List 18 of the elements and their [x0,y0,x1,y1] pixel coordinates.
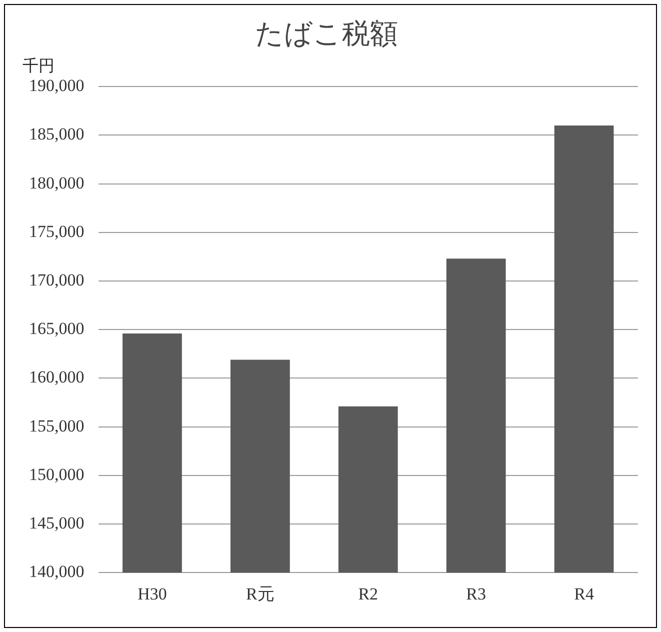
y-tick-label: 180,000 [29,173,84,192]
x-tick-label: R4 [574,584,594,604]
y-tick-label: 190,000 [29,76,84,96]
x-tick-label: R3 [466,584,486,604]
y-axis-title: 千円 [22,56,54,75]
x-tick-label: R元 [246,584,274,604]
y-tick-label: 165,000 [29,319,84,338]
y-tick-label: 160,000 [29,368,84,387]
x-tick-label: H30 [138,584,167,604]
y-tick-label: 175,000 [29,222,84,241]
y-tick-label: 150,000 [29,464,84,484]
y-tick-label: 170,000 [29,270,84,290]
y-tick-label: 155,000 [29,416,84,436]
x-tick-label: R2 [358,584,378,604]
y-tick-label: 145,000 [29,513,84,532]
y-tick-label: 140,000 [29,562,84,582]
chart-title: たばこ税額 [255,19,398,50]
y-tick-label: 185,000 [29,124,84,144]
